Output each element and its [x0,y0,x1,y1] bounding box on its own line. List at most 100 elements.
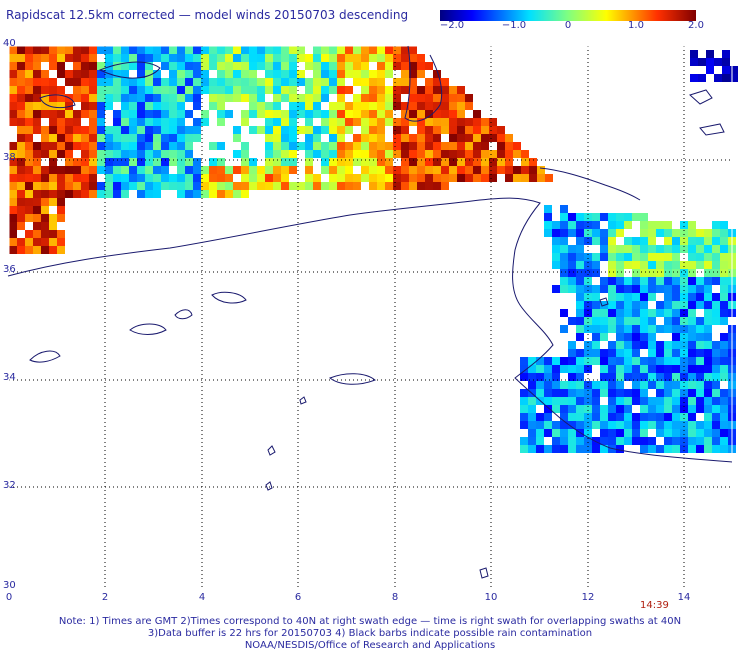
wind-cell [273,166,281,174]
wind-cell [552,397,560,405]
wind-cell [720,405,728,413]
wind-cell [640,301,648,309]
wind-cell [281,174,289,182]
wind-cell [656,341,664,349]
wind-cell [425,62,433,70]
wind-cell [656,229,664,237]
small-island [174,309,193,320]
wind-cell [33,142,41,150]
wind-cell [9,110,17,118]
wind-cell [321,70,329,78]
wind-cell [273,134,281,142]
wind-cell [249,70,257,78]
wind-cell [449,174,457,182]
wind-cell [616,349,624,357]
wind-cell [481,134,489,142]
wind-cell [417,70,425,78]
wind-cell [41,70,49,78]
wind-cell [656,221,664,229]
wind-cell [57,54,65,62]
wind-cell [425,78,433,86]
wind-cell [720,389,728,397]
wind-cell [257,62,265,70]
wind-cell [73,190,81,198]
wind-cell [161,102,169,110]
wind-cell [632,269,640,277]
wind-cell [425,102,433,110]
wind-cell [664,293,672,301]
wind-cell [249,110,257,118]
wind-cell [209,190,217,198]
wind-cell [257,182,265,190]
wind-cell [193,126,201,134]
wind-cell [49,158,57,166]
wind-cell [265,150,273,158]
wind-cell [113,142,121,150]
wind-cell [616,365,624,373]
wind-cell [145,126,153,134]
wind-cell [648,317,656,325]
wind-cell [121,86,129,94]
wind-cell [696,445,704,453]
wind-cell [576,389,584,397]
wind-cell [337,70,345,78]
wind-cell [321,166,329,174]
wind-cell [129,62,137,70]
wind-cell [257,78,265,86]
wind-cell [441,142,449,150]
wind-cell [425,142,433,150]
wind-cell [73,142,81,150]
wind-cell [696,349,704,357]
wind-cell [25,118,33,126]
wind-cell [552,357,560,365]
wind-cell [592,301,600,309]
wind-cell [624,253,632,261]
wind-cell [225,110,233,118]
wind-cell [568,357,576,365]
wind-cell [345,150,353,158]
wind-cell [584,437,592,445]
wind-cell [393,62,401,70]
wind-cell [425,174,433,182]
wind-cell [640,365,648,373]
wind-cell [473,150,481,158]
wind-cell [17,158,25,166]
wind-cell [441,94,449,102]
wind-cell [73,94,81,102]
wind-cell [105,142,113,150]
wind-cell [672,261,680,269]
wind-cell [361,150,369,158]
wind-cell [161,78,169,86]
wind-cell [624,293,632,301]
wind-cell [337,126,345,134]
wind-cell [321,118,329,126]
wind-cell [730,74,738,82]
wind-cell [65,166,73,174]
wind-cell [552,253,560,261]
wind-cell [129,46,137,54]
lon-label: 14 [677,592,691,603]
wind-cell [193,46,201,54]
wind-cell [305,134,313,142]
wind-cell [592,325,600,333]
wind-cell [616,261,624,269]
wind-cell [137,126,145,134]
wind-cell [249,102,257,110]
wind-cell [273,110,281,118]
wind-cell [353,142,361,150]
wind-cell [297,94,305,102]
wind-cell [417,126,425,134]
wind-cell [592,293,600,301]
wind-cell [616,269,624,277]
wind-cell [329,70,337,78]
wind-cell [337,158,345,166]
wind-cell [425,86,433,94]
wind-cell [505,174,513,182]
wind-cell [321,62,329,70]
wind-cell [457,94,465,102]
wind-cell [177,54,185,62]
wind-cell [672,365,680,373]
wind-cell [497,134,505,142]
wind-cell [65,46,73,54]
wind-cell [393,102,401,110]
